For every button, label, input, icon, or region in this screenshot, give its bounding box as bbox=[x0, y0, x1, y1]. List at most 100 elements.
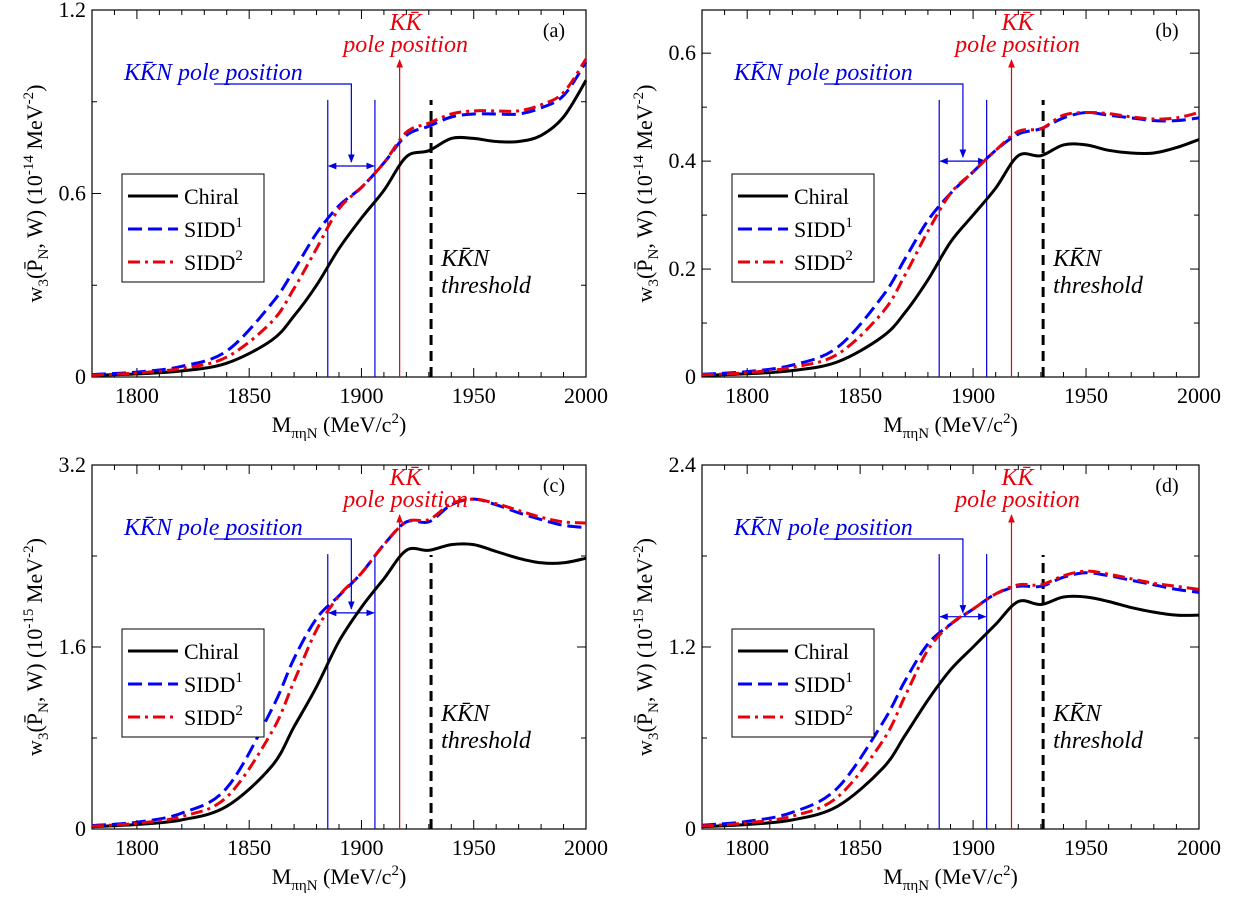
threshold-label-top: KK̄N bbox=[1052, 246, 1103, 272]
threshold-label-top: KK̄N bbox=[440, 701, 491, 727]
threshold-label-bottom: threshold bbox=[1053, 273, 1144, 299]
legend-label: Chiral bbox=[184, 184, 239, 209]
y-axis-title: w3(P̄N, W) (10-15 MeV-2) bbox=[631, 538, 662, 756]
threshold-label-bottom: threshold bbox=[1053, 728, 1144, 754]
pole-leader-line bbox=[214, 83, 355, 163]
threshold-label-bottom: threshold bbox=[441, 728, 532, 754]
x-tick-label: 2000 bbox=[1177, 835, 1221, 860]
y-tick-label: 0.6 bbox=[59, 181, 87, 206]
y-tick-label: 0.2 bbox=[669, 256, 697, 281]
chart-panel-2: 1800 1850 1900 1950 2000 0 0.2 0.4 0.6 MπηN (MeV/… bbox=[631, 9, 1221, 442]
kkbar-pole-position-label: pole position bbox=[341, 32, 468, 58]
x-tick-label: 2000 bbox=[564, 383, 608, 408]
legend: Chiral SIDD1 SIDD2 bbox=[121, 173, 265, 283]
y-tick-label: 3.2 bbox=[59, 452, 87, 477]
series-line-chiral bbox=[701, 594, 1200, 829]
series-line-sidd2 bbox=[91, 497, 587, 828]
x-tick-label: 1800 bbox=[115, 383, 159, 408]
y-tick-label: 0 bbox=[75, 816, 86, 841]
x-tick-label: 1950 bbox=[452, 383, 496, 408]
legend-label: SIDD1 bbox=[794, 670, 853, 697]
kkbar-pole-position-label: pole position bbox=[953, 487, 1080, 513]
legend-label: SIDD2 bbox=[794, 248, 853, 275]
legend-label: SIDD1 bbox=[794, 215, 853, 242]
x-tick-label: 1900 bbox=[951, 835, 995, 860]
x-tick-label: 2000 bbox=[1177, 383, 1221, 408]
chart-panel-4: 1800 1850 1900 1950 2000 0 1.2 2.4 MπηN (MeV/c2)… bbox=[631, 452, 1221, 894]
y-tick-label: 1.2 bbox=[59, 0, 87, 22]
x-axis-title: MπηN (MeV/c2) bbox=[272, 411, 407, 442]
series-line-sidd1 bbox=[91, 497, 587, 828]
y-tick-label: 1.2 bbox=[669, 634, 697, 659]
legend-label: Chiral bbox=[184, 639, 239, 664]
y-tick-label: 2.4 bbox=[669, 452, 697, 477]
x-tick-label: 1950 bbox=[1064, 383, 1108, 408]
kkbar-label: KK̄ bbox=[1000, 465, 1035, 491]
y-tick-label: 1.6 bbox=[59, 634, 87, 659]
y-tick-label: 0 bbox=[685, 816, 696, 841]
panel-label: (a) bbox=[543, 20, 565, 42]
x-axis-title: MπηN (MeV/c2) bbox=[272, 863, 407, 894]
y-axis-title: w3(P̄N, W) (10-14 MeV-2) bbox=[631, 85, 662, 303]
x-axis-title: MπηN (MeV/c2) bbox=[883, 411, 1018, 442]
y-axis-title: w3(P̄N, W) (10-15 MeV-2) bbox=[21, 538, 52, 756]
x-tick-label: 1800 bbox=[115, 835, 159, 860]
legend-label: SIDD2 bbox=[184, 248, 243, 275]
legend-box bbox=[731, 628, 875, 738]
y-tick-label: 0 bbox=[75, 364, 86, 389]
chart-panel-3: 1800 1850 1900 1950 2000 0 1.6 3.2 MπηN (MeV/c2)… bbox=[21, 452, 608, 894]
panel-label: (b) bbox=[1155, 20, 1178, 42]
series-line-sidd1 bbox=[701, 571, 1200, 827]
y-tick-label: 0.6 bbox=[669, 40, 697, 65]
kkbar-pole-position-label: pole position bbox=[341, 487, 468, 513]
panel-label: (d) bbox=[1155, 475, 1178, 497]
series-line-chiral bbox=[91, 542, 587, 829]
series-line-chiral bbox=[701, 138, 1200, 377]
series-line-chiral bbox=[91, 79, 588, 377]
kkbar-label: KK̄ bbox=[1000, 10, 1035, 36]
legend-box bbox=[121, 628, 265, 738]
x-tick-label: 1850 bbox=[838, 383, 882, 408]
kkbarn-pole-position-label: KK̄N pole position bbox=[123, 60, 303, 86]
legend-label: SIDD2 bbox=[794, 703, 853, 730]
kkbarn-pole-position-label: KK̄N pole position bbox=[123, 515, 303, 541]
kkbar-label: KK̄ bbox=[389, 10, 424, 36]
pole-leader-line bbox=[214, 538, 355, 610]
x-tick-label: 1900 bbox=[339, 383, 383, 408]
threshold-label-top: KK̄N bbox=[440, 246, 491, 272]
threshold-label-top: KK̄N bbox=[1052, 701, 1103, 727]
x-tick-label: 1800 bbox=[725, 383, 769, 408]
legend-label: SIDD2 bbox=[184, 703, 243, 730]
kkbar-label: KK̄ bbox=[389, 465, 424, 491]
x-tick-label: 2000 bbox=[564, 835, 608, 860]
chart-panel-1: 1800 1850 1900 1950 2000 0 0.6 1.2 MπηN (MeV/c2)… bbox=[21, 0, 608, 442]
x-tick-label: 1850 bbox=[227, 835, 271, 860]
pole-leader-line bbox=[824, 538, 967, 614]
legend-label: SIDD1 bbox=[184, 670, 243, 697]
kkbar-pole-position-label: pole position bbox=[953, 32, 1080, 58]
legend: Chiral SIDD1 SIDD2 bbox=[121, 628, 265, 738]
threshold-label-bottom: threshold bbox=[441, 273, 532, 299]
legend: Chiral SIDD1 SIDD2 bbox=[731, 628, 875, 738]
x-tick-label: 1900 bbox=[951, 383, 995, 408]
series-line-sidd2 bbox=[701, 569, 1200, 828]
x-tick-label: 1800 bbox=[725, 835, 769, 860]
legend-box bbox=[121, 173, 265, 283]
x-tick-label: 1850 bbox=[838, 835, 882, 860]
series-line-sidd1 bbox=[91, 61, 588, 377]
y-tick-label: 0 bbox=[685, 364, 696, 389]
x-axis-title: MπηN (MeV/c2) bbox=[883, 863, 1018, 894]
y-tick-label: 0.4 bbox=[669, 148, 697, 173]
legend-label: SIDD1 bbox=[184, 215, 243, 242]
legend-box bbox=[731, 173, 875, 283]
kkbarn-pole-position-label: KK̄N pole position bbox=[733, 60, 913, 86]
series-line-sidd2 bbox=[91, 58, 588, 377]
kkbarn-pole-position-label: KK̄N pole position bbox=[733, 515, 913, 541]
panel-label: (c) bbox=[543, 475, 565, 497]
legend-label: Chiral bbox=[794, 639, 849, 664]
y-axis-title: w3(P̄N, W) (10-14 MeV-2) bbox=[21, 85, 52, 303]
x-tick-label: 1950 bbox=[452, 835, 496, 860]
legend-label: Chiral bbox=[794, 184, 849, 209]
x-tick-label: 1950 bbox=[1064, 835, 1108, 860]
